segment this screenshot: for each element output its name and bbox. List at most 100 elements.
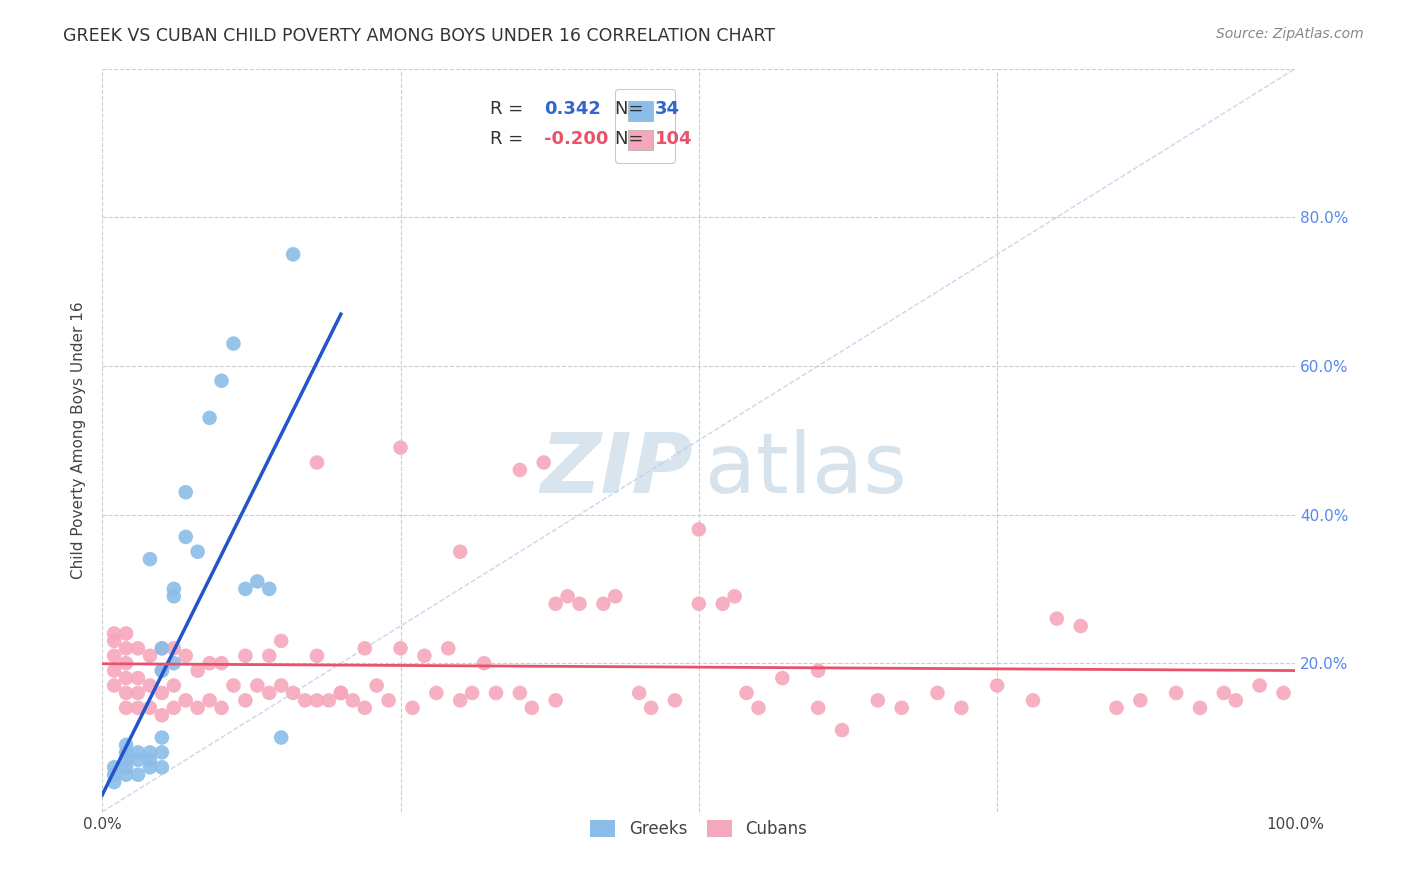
- Point: [259, 582, 281, 596]
- Point: [211, 701, 233, 715]
- Point: [437, 641, 460, 656]
- Point: [246, 679, 269, 693]
- Point: [259, 648, 281, 663]
- Point: [389, 641, 412, 656]
- Point: [533, 455, 555, 469]
- Point: [139, 746, 162, 760]
- Text: 0.342: 0.342: [544, 101, 600, 119]
- Point: [329, 686, 352, 700]
- Point: [139, 753, 162, 767]
- Point: [472, 657, 495, 671]
- Point: [174, 485, 197, 500]
- Text: atlas: atlas: [704, 429, 907, 510]
- Point: [353, 641, 375, 656]
- Point: [115, 746, 138, 760]
- Point: [544, 597, 567, 611]
- Point: [1129, 693, 1152, 707]
- Point: [211, 657, 233, 671]
- Point: [115, 753, 138, 767]
- Point: [485, 686, 508, 700]
- Point: [389, 441, 412, 455]
- Text: -0.200: -0.200: [544, 130, 607, 148]
- Point: [127, 768, 149, 782]
- Point: [150, 760, 173, 774]
- Point: [1225, 693, 1247, 707]
- Point: [150, 731, 173, 745]
- Text: Source: ZipAtlas.com: Source: ZipAtlas.com: [1216, 27, 1364, 41]
- Point: [115, 641, 138, 656]
- Point: [688, 522, 710, 536]
- Point: [1105, 701, 1128, 715]
- Text: R =: R =: [491, 130, 529, 148]
- Point: [222, 679, 245, 693]
- Point: [150, 708, 173, 723]
- Point: [592, 597, 614, 611]
- Point: [139, 648, 162, 663]
- Point: [520, 701, 543, 715]
- Point: [127, 701, 149, 715]
- Point: [115, 671, 138, 685]
- Point: [150, 664, 173, 678]
- Point: [103, 664, 125, 678]
- Point: [187, 545, 209, 559]
- Point: [305, 455, 328, 469]
- Point: [163, 641, 186, 656]
- Point: [413, 648, 436, 663]
- Point: [640, 701, 662, 715]
- Point: [1188, 701, 1211, 715]
- Point: [1046, 612, 1069, 626]
- Point: [711, 597, 734, 611]
- Point: [425, 686, 447, 700]
- Point: [1212, 686, 1234, 700]
- Text: ZIP: ZIP: [540, 429, 693, 510]
- Point: [211, 374, 233, 388]
- Point: [866, 693, 889, 707]
- Point: [127, 746, 149, 760]
- Point: [115, 701, 138, 715]
- Point: [270, 731, 292, 745]
- Point: [198, 693, 221, 707]
- Text: N=: N=: [616, 130, 650, 148]
- Point: [329, 686, 352, 700]
- Point: [115, 760, 138, 774]
- Point: [187, 701, 209, 715]
- Point: [246, 574, 269, 589]
- Text: 34: 34: [655, 101, 679, 119]
- Point: [890, 701, 912, 715]
- Point: [103, 648, 125, 663]
- Text: R =: R =: [491, 101, 529, 119]
- Point: [127, 641, 149, 656]
- Point: [377, 693, 399, 707]
- Point: [807, 664, 830, 678]
- Point: [401, 701, 423, 715]
- Point: [139, 701, 162, 715]
- Point: [198, 410, 221, 425]
- Point: [1166, 686, 1188, 700]
- Point: [198, 657, 221, 671]
- Point: [927, 686, 949, 700]
- Point: [139, 760, 162, 774]
- Point: [235, 648, 257, 663]
- Point: [187, 664, 209, 678]
- Point: [150, 641, 173, 656]
- Point: [1249, 679, 1271, 693]
- Point: [281, 686, 304, 700]
- Point: [723, 590, 745, 604]
- Point: [1070, 619, 1092, 633]
- Point: [163, 679, 186, 693]
- Point: [294, 693, 316, 707]
- Point: [544, 693, 567, 707]
- Point: [115, 657, 138, 671]
- Point: [449, 545, 471, 559]
- Point: [115, 626, 138, 640]
- Point: [163, 590, 186, 604]
- Point: [103, 679, 125, 693]
- Point: [461, 686, 484, 700]
- Point: [747, 701, 769, 715]
- Point: [163, 701, 186, 715]
- Point: [664, 693, 686, 707]
- Point: [163, 582, 186, 596]
- Point: [103, 626, 125, 640]
- Point: [353, 701, 375, 715]
- Point: [270, 634, 292, 648]
